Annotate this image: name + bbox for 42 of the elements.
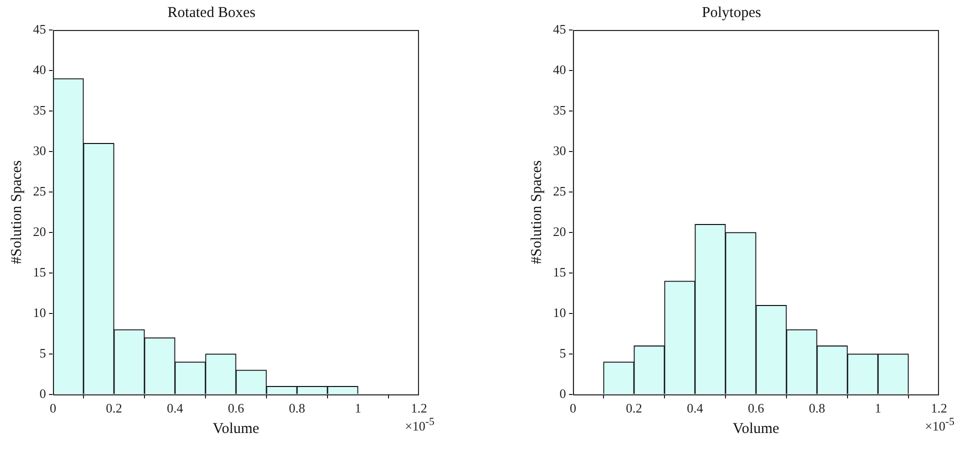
x-tick-label: 0.2: [626, 400, 642, 416]
y-tick-label: 15: [553, 264, 566, 280]
y-tick-label: 5: [560, 345, 566, 360]
x-axis-title: Volume: [732, 420, 780, 437]
x-tick-label: 1.2: [930, 400, 948, 416]
x-tick-label: 0: [50, 400, 56, 416]
x-tick-label: 0.8: [808, 400, 826, 416]
x-axis-title: Volume: [212, 420, 260, 437]
y-tick-label: 20: [33, 224, 46, 239]
x-tick-label: 0.2: [106, 400, 122, 416]
y-tick-label: 25: [553, 183, 566, 198]
y-tick-label: 35: [553, 102, 566, 118]
x-tick-label: 0.4: [166, 400, 184, 416]
y-tick-label: 20: [553, 224, 566, 239]
x-tick-label: 1: [874, 400, 882, 416]
x-tick-label: 0.4: [686, 400, 704, 416]
x-tick-label: 0.6: [748, 400, 765, 416]
y-tick-label: 45: [553, 21, 566, 36]
chart-title: Polytopes: [702, 4, 762, 21]
text: ×10$^{-5}$: [925, 416, 954, 435]
y-tick-label: 30: [553, 142, 566, 158]
y-tick-label: 0: [560, 386, 566, 401]
y-tick-label: 5: [40, 345, 46, 360]
y-tick-label: 10: [553, 304, 566, 320]
y-tick-label: 35: [33, 102, 46, 118]
y-tick-label: 10: [33, 304, 46, 320]
x-tick-label: 1: [354, 400, 362, 416]
text: ×10$^{-5}$: [405, 416, 434, 435]
y-tick-label: 40: [553, 62, 566, 77]
y-axis-title: #Solution Spaces: [8, 160, 25, 264]
x-tick-label: 0: [570, 400, 576, 416]
y-tick-label: 25: [33, 183, 46, 198]
x-tick-label: 1.2: [410, 400, 428, 416]
y-tick-label: 15: [33, 264, 46, 280]
y-tick-label: 45: [33, 21, 46, 36]
x-tick-label: 0.6: [228, 400, 245, 416]
x-tick-label: 0.8: [288, 400, 306, 416]
chart-title: Rotated Boxes: [168, 4, 256, 21]
y-tick-label: 40: [33, 62, 46, 77]
y-axis-title: #Solution Spaces: [528, 160, 545, 264]
y-tick-label: 0: [40, 386, 46, 401]
y-tick-label: 30: [33, 142, 46, 158]
